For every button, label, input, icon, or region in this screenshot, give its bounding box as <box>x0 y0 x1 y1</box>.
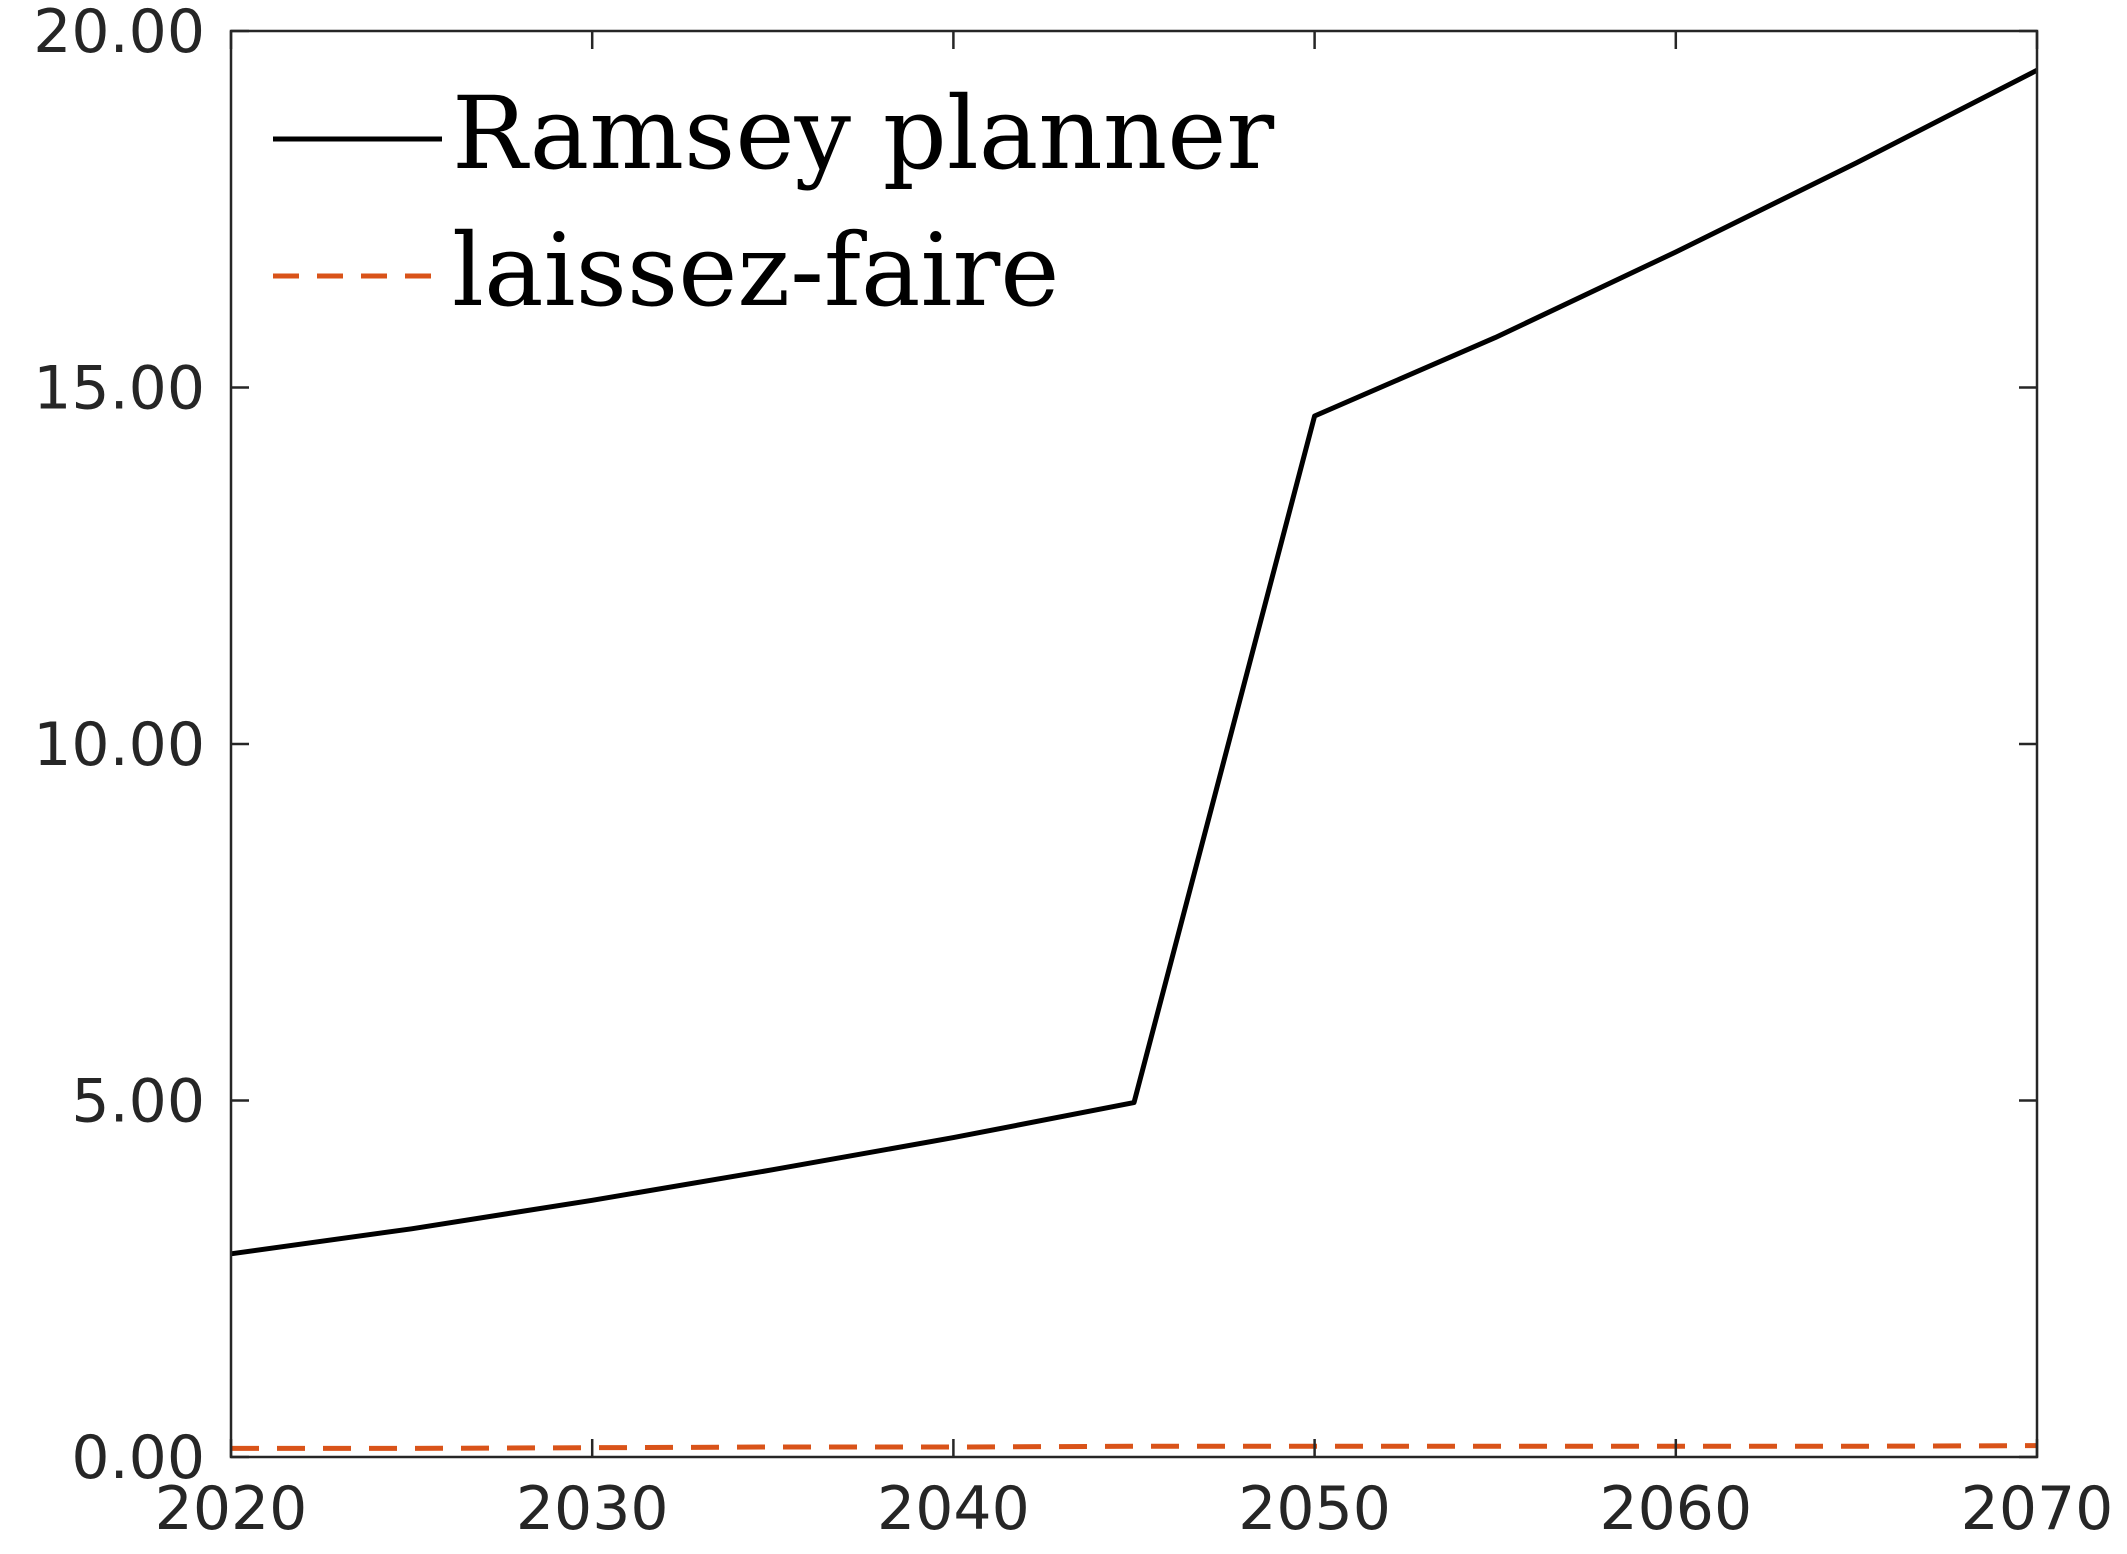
legend-label: laissez-faire <box>452 212 1059 329</box>
x-tick-label: 2020 <box>155 1474 308 1544</box>
legend-label: Ramsey planner <box>452 75 1274 192</box>
x-tick-label: 2040 <box>877 1474 1030 1544</box>
x-tick-label: 2070 <box>1961 1474 2114 1544</box>
y-tick-label: 5.00 <box>71 1067 205 1137</box>
y-tick-label: 10.00 <box>33 710 205 780</box>
ticks-layer: 2020 2030 2040 2050 2060 2070 0.00 5.00 10.00 15.… <box>33 0 2113 1544</box>
y-tick-label: 15.00 <box>33 354 205 424</box>
y-tick-label: 20.00 <box>33 0 205 67</box>
series-layer <box>230 67 2039 1451</box>
x-tick-label: 2030 <box>516 1474 669 1544</box>
x-tick-label: 2050 <box>1238 1474 1391 1544</box>
legend: Ramsey planner laissez-faire <box>273 75 1274 329</box>
x-tick-label: 2060 <box>1599 1474 1752 1544</box>
series-line-ramsey-planner <box>230 67 2039 1257</box>
series-line-laissez-faire <box>231 1443 2038 1451</box>
y-tick-label: 0.00 <box>71 1423 205 1493</box>
